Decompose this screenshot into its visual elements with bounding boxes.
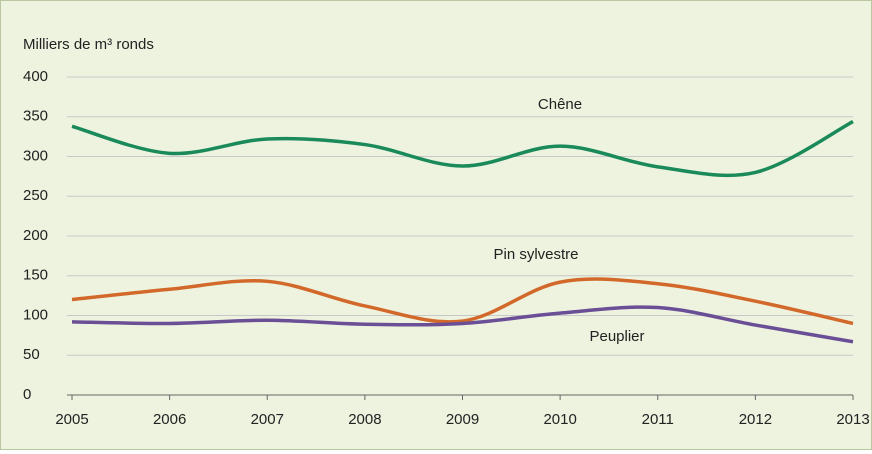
y-tick-label: 50 xyxy=(23,346,40,363)
series-label: Pin sylvestre xyxy=(493,246,578,263)
x-tick-label: 2005 xyxy=(55,411,88,428)
y-tick-label: 250 xyxy=(23,187,48,204)
series-label: Peuplier xyxy=(589,328,644,345)
y-tick-label: 400 xyxy=(23,68,48,85)
x-tick-label: 2011 xyxy=(642,411,674,428)
x-tick-label: 2008 xyxy=(348,411,381,428)
y-tick-label: 0 xyxy=(23,386,31,403)
y-tick-label: 350 xyxy=(23,108,48,125)
y-tick-label: 200 xyxy=(23,227,48,244)
series-line xyxy=(71,305,854,344)
x-tick-label: 2009 xyxy=(446,411,479,428)
series-label: Chêne xyxy=(538,96,582,113)
x-tick-label: 2007 xyxy=(251,411,284,428)
y-tick-label: 150 xyxy=(23,267,48,284)
axis-title: Milliers de m³ ronds xyxy=(23,36,154,53)
x-tick-label: 2012 xyxy=(739,411,772,428)
y-tick-label: 300 xyxy=(23,147,48,164)
x-tick-label: 2010 xyxy=(543,411,576,428)
x-tick-label: 2013 xyxy=(836,411,869,428)
y-tick-label: 100 xyxy=(23,306,48,323)
series-line xyxy=(71,119,854,178)
series-line xyxy=(71,277,854,326)
x-tick-label: 2006 xyxy=(153,411,186,428)
